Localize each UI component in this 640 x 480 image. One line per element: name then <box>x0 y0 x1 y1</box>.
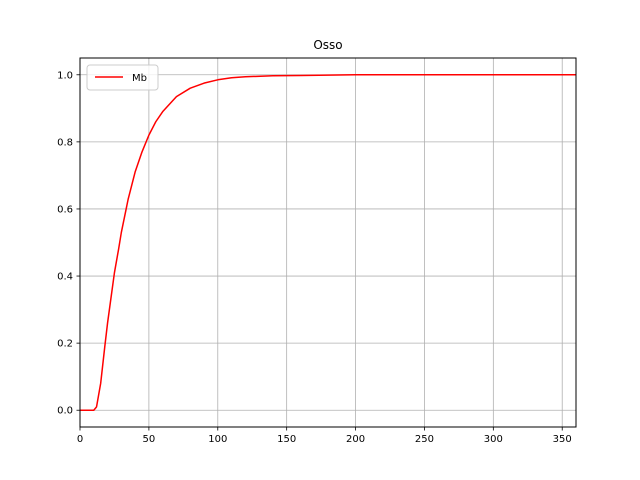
y-tick-label: 0.6 <box>57 204 73 215</box>
x-tick-label: 50 <box>143 434 156 445</box>
x-tick-label: 200 <box>346 434 365 445</box>
y-tick-label: 0.0 <box>57 406 73 417</box>
x-tick-label: 100 <box>208 434 227 445</box>
chart-title: Osso <box>313 38 342 52</box>
y-tick-label: 0.4 <box>57 272 73 283</box>
axes-frame <box>79 57 577 428</box>
y-tick-label: 0.2 <box>57 339 73 350</box>
x-tick-label: 300 <box>484 434 503 445</box>
series-line-mb <box>80 74 576 411</box>
y-tick-label: 0.8 <box>57 137 73 148</box>
series-layer <box>80 74 576 411</box>
x-tick-label: 0 <box>77 434 83 445</box>
ticks: 0 50 100 150 200 250 300 350 0.0 0.2 0.4 0.6 0.8 1.0 <box>57 70 572 445</box>
y-tick-label: 1.0 <box>57 70 73 81</box>
legend-label: Mb <box>132 73 147 84</box>
x-tick-label: 150 <box>277 434 296 445</box>
x-tick-label: 250 <box>415 434 434 445</box>
legend: Mb <box>86 64 159 91</box>
x-tick-label: 350 <box>553 434 572 445</box>
grid <box>79 58 576 427</box>
